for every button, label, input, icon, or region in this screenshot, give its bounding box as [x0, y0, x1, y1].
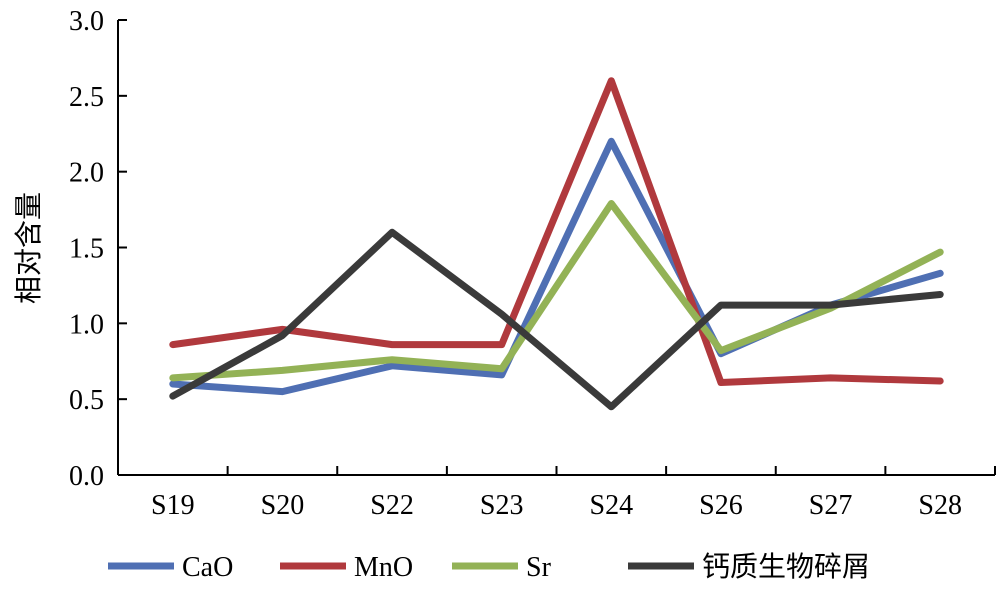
y-tick-label: 3.0 — [69, 6, 104, 37]
legend-label: 钙质生物碎屑 — [702, 550, 870, 583]
legend-label: CaO — [182, 552, 233, 583]
y-tick-label: 1.0 — [69, 309, 104, 340]
y-axis-title: 相对含量 — [12, 192, 45, 304]
series-line-2 — [169, 200, 944, 382]
y-axis-title-group: 相对含量 — [12, 192, 45, 304]
legend-label: MnO — [354, 552, 413, 583]
axes: 0.0 0.5 1.0 1.5 2.0 2.5 3.0 S19 S20 S22 S23 S24 S26 S… — [69, 6, 996, 521]
x-tick-label: S26 — [699, 490, 743, 521]
x-tick-label: S27 — [809, 490, 853, 521]
x-tick-label: S22 — [370, 490, 414, 521]
y-tick-label: 2.5 — [69, 82, 104, 113]
series-line-1 — [169, 77, 944, 386]
x-tick-label: S23 — [480, 490, 524, 521]
x-tick-label: S20 — [261, 490, 305, 521]
legend-label: Sr — [526, 552, 552, 583]
x-tick-label: S19 — [151, 490, 195, 521]
series-line-0 — [169, 137, 944, 396]
y-tick-label: 1.5 — [69, 234, 104, 265]
x-tick-label: S24 — [590, 490, 634, 521]
y-tick-label: 2.0 — [69, 158, 104, 189]
y-tick-label: 0.5 — [69, 385, 104, 416]
y-tick-label: 0.0 — [69, 461, 104, 492]
series-line-3 — [169, 228, 944, 411]
legend: CaO MnO Sr 钙质生物碎屑 — [108, 550, 870, 583]
series-lines — [169, 77, 944, 411]
x-tick-label: S28 — [918, 490, 962, 521]
